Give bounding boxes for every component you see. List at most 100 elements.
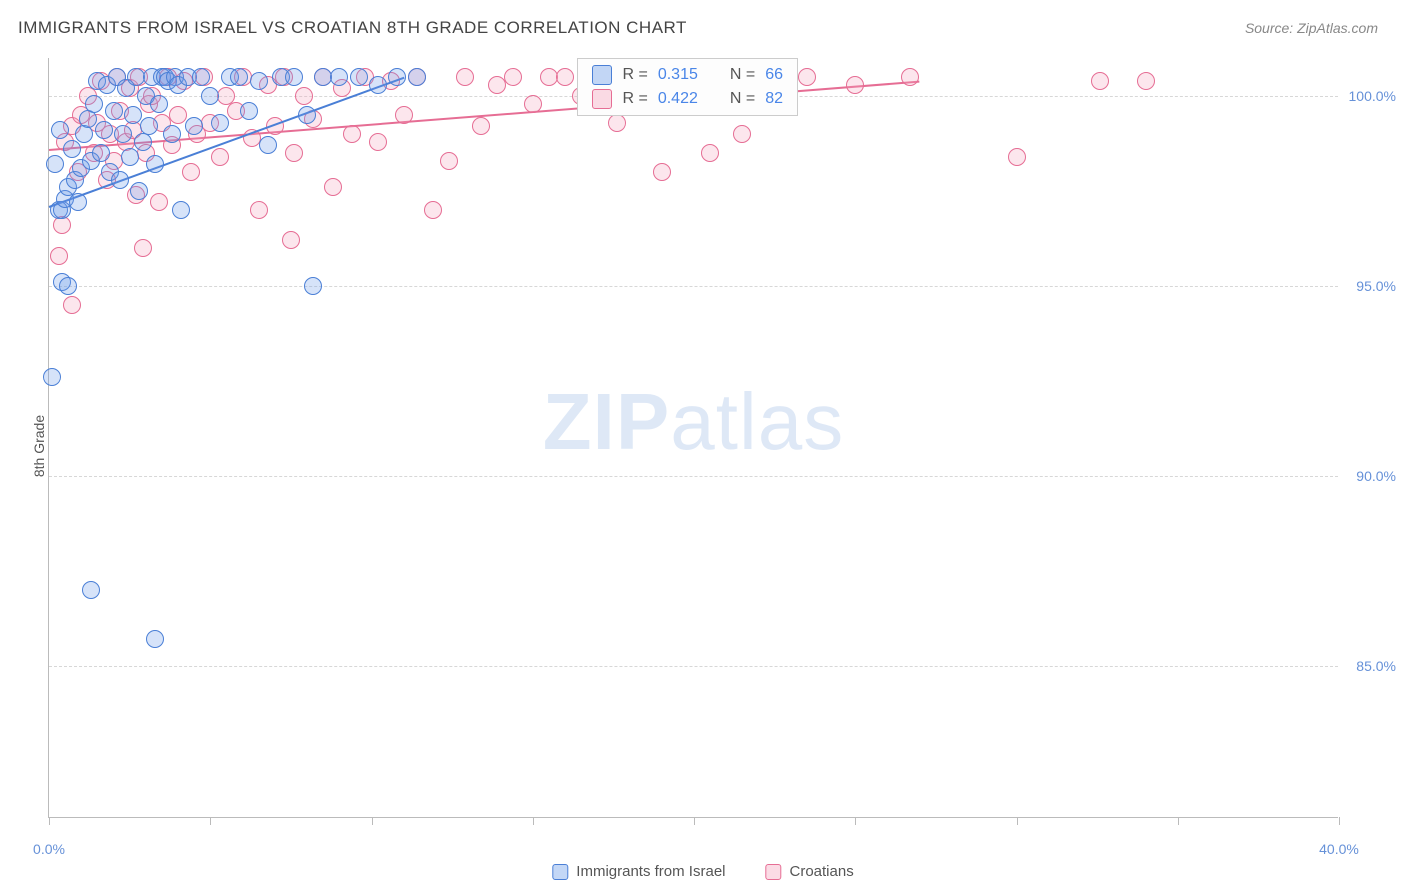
scatter-point xyxy=(211,114,229,132)
bottom-legend: Immigrants from Israel Croatians xyxy=(552,863,853,880)
scatter-point xyxy=(1137,72,1155,90)
scatter-point xyxy=(146,630,164,648)
scatter-point xyxy=(192,68,210,86)
scatter-point xyxy=(330,68,348,86)
ytick-label: 85.0% xyxy=(1346,658,1396,674)
gridline-h xyxy=(49,286,1338,287)
scatter-point xyxy=(134,239,152,257)
stat-legend-row: R = 0.315N = 66 xyxy=(578,63,797,87)
scatter-point xyxy=(46,155,64,173)
xtick xyxy=(210,817,211,825)
scatter-point xyxy=(201,87,219,105)
scatter-point xyxy=(298,106,316,124)
scatter-point xyxy=(182,163,200,181)
scatter-point xyxy=(230,68,248,86)
xtick xyxy=(1017,817,1018,825)
legend-r-label: R = xyxy=(622,66,647,84)
legend-n-label: N = xyxy=(730,66,755,84)
scatter-point xyxy=(472,117,490,135)
legend-swatch xyxy=(592,65,612,85)
scatter-point xyxy=(114,125,132,143)
scatter-point xyxy=(250,72,268,90)
xtick xyxy=(855,817,856,825)
legend-n-value: 82 xyxy=(765,90,783,108)
scatter-point xyxy=(1008,148,1026,166)
scatter-point xyxy=(95,121,113,139)
legend-r-label: R = xyxy=(622,90,647,108)
scatter-point xyxy=(424,201,442,219)
scatter-point xyxy=(295,87,313,105)
scatter-point xyxy=(408,68,426,86)
scatter-point xyxy=(733,125,751,143)
xtick xyxy=(49,817,50,825)
scatter-point xyxy=(369,133,387,151)
scatter-point xyxy=(146,155,164,173)
scatter-point xyxy=(43,368,61,386)
scatter-point xyxy=(556,68,574,86)
scatter-point xyxy=(440,152,458,170)
scatter-point xyxy=(608,114,626,132)
watermark-bold: ZIP xyxy=(543,377,670,466)
scatter-point xyxy=(82,581,100,599)
xtick-label: 0.0% xyxy=(33,841,65,857)
scatter-point xyxy=(150,193,168,211)
ytick-label: 90.0% xyxy=(1346,468,1396,484)
legend-r-value: 0.422 xyxy=(658,90,698,108)
scatter-point xyxy=(63,296,81,314)
scatter-point xyxy=(124,106,142,124)
scatter-point xyxy=(285,144,303,162)
scatter-point xyxy=(259,136,277,154)
scatter-point xyxy=(504,68,522,86)
scatter-point xyxy=(798,68,816,86)
scatter-point xyxy=(395,106,413,124)
stat-legend-row: R = 0.422 N = 82 xyxy=(578,87,797,111)
scatter-point xyxy=(456,68,474,86)
scatter-point xyxy=(369,76,387,94)
watermark: ZIPatlas xyxy=(543,376,844,468)
watermark-light: atlas xyxy=(670,377,844,466)
scatter-point xyxy=(130,182,148,200)
scatter-point xyxy=(50,247,68,265)
scatter-point xyxy=(388,68,406,86)
gridline-h xyxy=(49,666,1338,667)
xtick xyxy=(1178,817,1179,825)
stat-legend: R = 0.315N = 66R = 0.422N = 82 xyxy=(577,58,798,116)
plot-area: ZIPatlas 85.0%90.0%95.0%100.0%0.0%40.0%R… xyxy=(48,58,1338,818)
scatter-point xyxy=(140,117,158,135)
scatter-point xyxy=(75,125,93,143)
chart-title: IMMIGRANTS FROM ISRAEL VS CROATIAN 8TH G… xyxy=(18,18,687,38)
y-axis-label: 8th Grade xyxy=(31,415,47,477)
scatter-point xyxy=(1091,72,1109,90)
scatter-point xyxy=(121,148,139,166)
scatter-point xyxy=(285,68,303,86)
xtick xyxy=(694,817,695,825)
scatter-point xyxy=(324,178,342,196)
scatter-point xyxy=(63,140,81,158)
legend-n-value: 66 xyxy=(765,66,783,84)
legend-n-label: N = xyxy=(730,90,755,108)
legend-series-name: Immigrants from Israel xyxy=(576,863,725,880)
legend-item: Immigrants from Israel xyxy=(552,863,725,880)
scatter-point xyxy=(240,102,258,120)
scatter-point xyxy=(105,102,123,120)
scatter-point xyxy=(211,148,229,166)
scatter-point xyxy=(846,76,864,94)
scatter-point xyxy=(350,68,368,86)
scatter-point xyxy=(185,117,203,135)
xtick-label: 40.0% xyxy=(1319,841,1359,857)
scatter-point xyxy=(304,277,322,295)
scatter-point xyxy=(250,201,268,219)
scatter-point xyxy=(653,163,671,181)
xtick xyxy=(372,817,373,825)
legend-series-name: Croatians xyxy=(790,863,854,880)
scatter-point xyxy=(524,95,542,113)
ytick-label: 95.0% xyxy=(1346,278,1396,294)
scatter-point xyxy=(92,144,110,162)
xtick xyxy=(1339,817,1340,825)
gridline-h xyxy=(49,476,1338,477)
scatter-point xyxy=(51,121,69,139)
scatter-point xyxy=(150,95,168,113)
scatter-point xyxy=(282,231,300,249)
xtick xyxy=(533,817,534,825)
legend-swatch xyxy=(552,864,568,880)
